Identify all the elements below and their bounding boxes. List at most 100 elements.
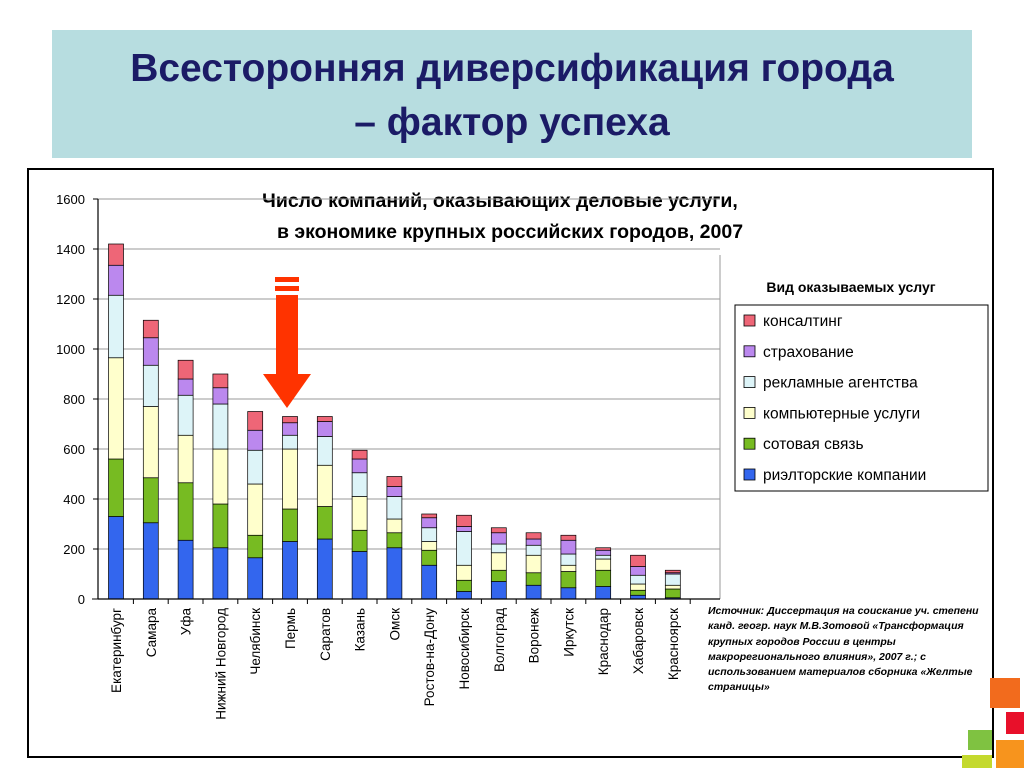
legend-label: сотовая связь: [763, 436, 864, 453]
bar-segment: [108, 294, 124, 359]
bar-segment: [212, 403, 229, 450]
y-tick-label: 0: [78, 592, 85, 607]
x-category-label: Уфа: [179, 608, 194, 636]
bar-segment: [490, 569, 507, 582]
bar-segment: [490, 581, 507, 600]
legend-label: рекламные агентства: [763, 375, 918, 392]
x-category-label: Пермь: [283, 608, 298, 649]
bar-segment: [421, 527, 438, 542]
legend-swatch: [743, 406, 756, 419]
bar-segment: [212, 387, 229, 405]
bar-segment: [386, 532, 403, 549]
bar-segment: [177, 434, 194, 484]
bar-segment: [560, 539, 577, 555]
chart-title-line2: в экономике крупных российских городов, …: [277, 221, 743, 243]
bar-segment: [664, 569, 681, 574]
bar-segment: [282, 541, 298, 600]
bar-segment: [351, 496, 368, 531]
y-tick-label: 1400: [56, 242, 85, 257]
x-category-label: Ростов-на-Дону: [422, 608, 437, 707]
bar-segment: [212, 503, 229, 549]
bar-segment: [421, 541, 438, 551]
bar-segment: [421, 549, 438, 566]
bar-segment: [456, 579, 472, 592]
x-category-label: Казань: [353, 608, 368, 651]
legend-swatch: [743, 314, 756, 327]
bar-segment: [595, 554, 612, 560]
bar-segment: [142, 337, 159, 366]
bar-segment: [525, 532, 542, 540]
bar-segment: [316, 538, 333, 600]
x-category-label: Омск: [387, 608, 402, 641]
bar-segment: [247, 534, 264, 559]
y-tick-label: 1600: [56, 192, 85, 207]
bar-segment: [177, 394, 194, 436]
bar-segment: [560, 571, 577, 589]
legend-title: Вид оказываемых услуг: [766, 279, 935, 295]
bar-segment: [212, 448, 229, 505]
y-tick-label: 600: [63, 442, 85, 457]
bar-segment: [247, 411, 264, 431]
x-category-label: Волгоград: [492, 608, 507, 672]
bar-segment: [525, 584, 542, 600]
bar-segment: [630, 566, 646, 576]
bar-segment: [664, 573, 681, 586]
bar-segment: [351, 529, 368, 552]
bar-segment: [456, 514, 472, 527]
bar-segment: [177, 359, 194, 380]
bar-segment: [525, 538, 542, 546]
chart-title-line1: Число компаний, оказывающих деловые услу…: [262, 190, 738, 212]
x-category-label: Новосибирск: [457, 608, 472, 690]
bar-segment: [630, 583, 646, 591]
bar-segment: [351, 472, 368, 497]
title-banner: Всесторонняя диверсификация города – фак…: [52, 30, 972, 158]
bar-segment: [630, 574, 646, 585]
bar-segment: [108, 357, 124, 460]
bar-segment: [490, 543, 507, 554]
bar-segment: [490, 552, 507, 571]
bar-segment: [560, 553, 577, 566]
bar-segment: [595, 558, 612, 571]
legend-swatch: [743, 345, 756, 358]
bar-segment: [247, 449, 264, 485]
bar-segment: [664, 584, 681, 590]
bar-segment: [316, 416, 333, 422]
x-category-label: Воронеж: [527, 608, 542, 663]
bar-segment: [247, 429, 264, 451]
bar-segment: [595, 586, 612, 600]
bar-segment: [212, 547, 229, 600]
bar-segment: [386, 476, 403, 487]
slide-title: Всесторонняя диверсификация города – фак…: [52, 42, 972, 150]
bar-segment: [456, 591, 472, 600]
bar-segment: [142, 522, 159, 600]
legend-swatch: [743, 437, 756, 450]
bar-segment: [142, 364, 159, 407]
bar-segment: [108, 516, 124, 600]
bar-segment: [212, 373, 229, 389]
corner-decoration: [962, 678, 1024, 768]
legend-label: компьютерные услуги: [763, 405, 920, 422]
bar-segment: [421, 564, 438, 600]
bar-segment: [108, 243, 124, 266]
legend-label: риэлторские компании: [763, 467, 926, 484]
bar-segment: [177, 378, 194, 396]
bar-segment: [630, 589, 646, 596]
bar-segment: [282, 448, 298, 510]
deco-square-5: [962, 755, 992, 768]
source-note: Источник: Диссертация на соискание уч. с…: [708, 605, 979, 694]
bar-segment: [630, 554, 646, 567]
bar-segment: [560, 534, 577, 541]
y-tick-label: 1200: [56, 292, 85, 307]
bar-segment: [490, 532, 507, 545]
highlight-arrow: [263, 277, 311, 408]
y-tick-label: 800: [63, 392, 85, 407]
bar-segment: [351, 551, 368, 600]
x-category-label: Хабаровск: [631, 608, 646, 674]
bar-segment: [108, 458, 124, 517]
bar-segment: [316, 436, 333, 466]
x-category-label: Красноярск: [666, 608, 681, 680]
arrow-shaft: [276, 295, 298, 374]
bar-segment: [386, 518, 403, 534]
arrow-stripe-mid: [275, 286, 299, 291]
